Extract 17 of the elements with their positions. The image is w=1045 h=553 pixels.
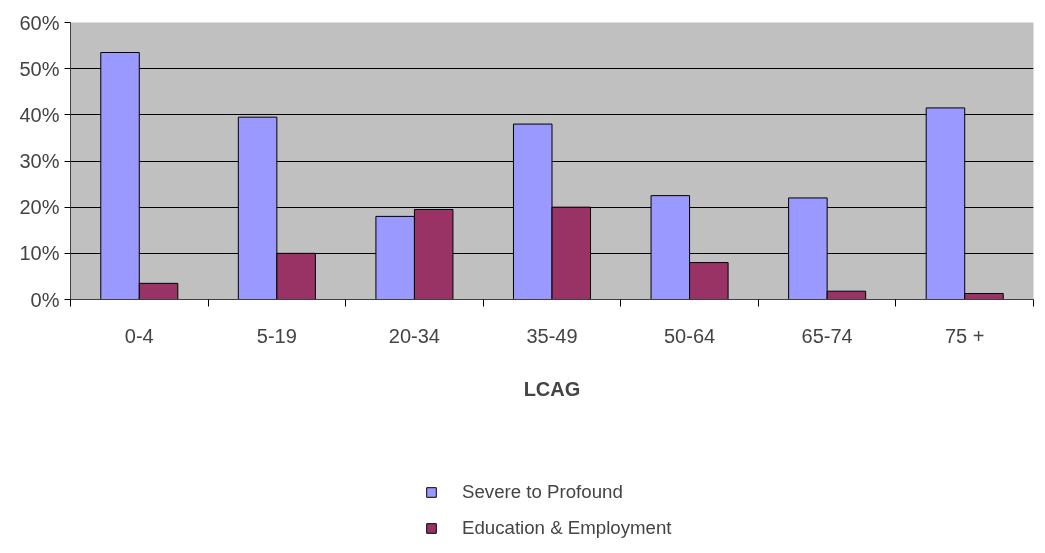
x-tick-label: 65-74 [801,324,853,347]
legend-label: Severe to Profound [462,481,623,503]
x-tick-label: 20-34 [388,324,441,347]
x-tick-label: 50-64 [664,324,716,347]
y-tick-label: 0% [30,288,60,311]
x-tick-label: 35-49 [526,324,578,347]
y-tick-label: 60% [19,11,60,34]
x-axis-title: LCAG [523,377,581,400]
x-tick-label: 5-19 [256,324,297,347]
legend-label: Education & Employment [462,517,672,539]
x-tick-label: 0-4 [124,324,154,347]
y-tick-label: 10% [19,242,60,265]
y-tick-label: 30% [19,150,60,172]
y-tick-label: 20% [19,196,60,219]
y-tick-label: 40% [19,103,60,126]
y-tick-label: 50% [19,57,60,80]
x-tick-label: 75 + [944,324,985,347]
